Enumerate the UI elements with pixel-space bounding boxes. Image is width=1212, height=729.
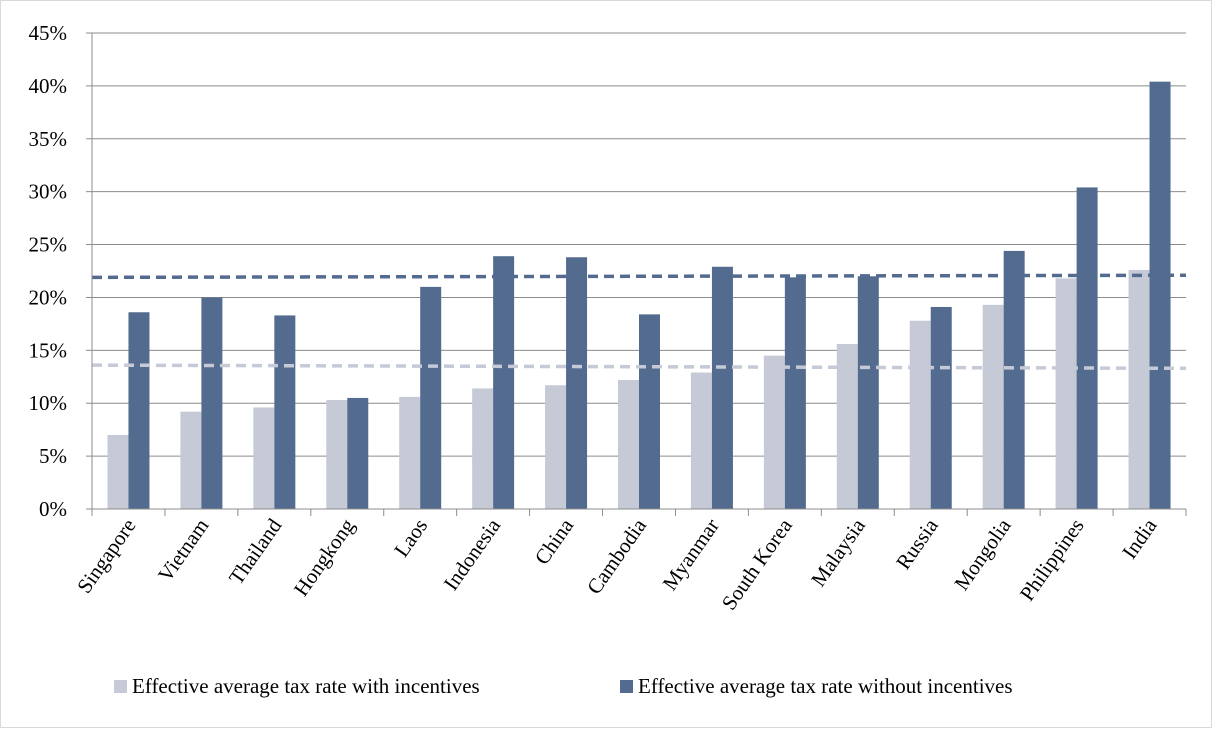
trendlines: [91, 273, 1187, 371]
y-axis-ticks: 0% 5% 10% 15% 20% 25% 30% 35% 40% 45%: [29, 21, 92, 521]
bar-without-incentives: [274, 315, 296, 509]
category-label: Singapore: [72, 514, 141, 598]
y-tick-label: 20%: [29, 285, 68, 309]
bar-without-incentives: [1149, 81, 1171, 509]
bar-without-incentives: [201, 297, 223, 509]
y-tick-label: 45%: [29, 21, 68, 45]
bar-with-incentives: [472, 388, 494, 509]
trendline-with-incentives: [91, 363, 1187, 371]
category-label: Russia: [891, 514, 943, 574]
y-tick-label: 15%: [29, 338, 68, 362]
bar-with-incentives: [1055, 278, 1077, 509]
bar-without-incentives: [639, 314, 660, 509]
category-label: Myanmar: [658, 514, 724, 595]
y-tick-label: 5%: [39, 444, 67, 468]
category-label: South Korea: [717, 514, 798, 615]
category-label: Mongolia: [949, 514, 1016, 595]
bar-with-incentives: [107, 434, 129, 509]
bar-with-incentives: [1128, 269, 1150, 509]
bar-without-incentives: [1076, 187, 1098, 510]
bar-with-incentives: [690, 372, 712, 509]
bar-without-incentives: [857, 276, 879, 509]
bar-without-incentives: [784, 277, 806, 509]
bar-with-incentives: [399, 396, 421, 509]
category-label: India: [1117, 514, 1162, 564]
legend-swatch: [114, 680, 127, 693]
category-label: China: [530, 514, 579, 569]
bar-with-incentives: [180, 411, 202, 509]
y-tick-label: 40%: [29, 74, 68, 98]
bar-with-incentives: [326, 400, 348, 509]
bar-without-incentives: [347, 397, 369, 509]
axes: [91, 33, 1187, 516]
legend-swatch: [620, 680, 633, 693]
legend-label: Effective average tax rate with incentiv…: [132, 674, 480, 698]
y-tick-label: 10%: [29, 391, 68, 415]
bars: [107, 81, 1171, 510]
bar-with-incentives: [253, 407, 275, 509]
bar-with-incentives: [763, 355, 785, 509]
category-label: Indonesia: [439, 514, 506, 595]
y-tick-label: 30%: [29, 180, 68, 204]
category-label: Laos: [389, 514, 432, 561]
bar-without-incentives: [1003, 250, 1025, 509]
y-tick-label: 0%: [39, 497, 67, 521]
trendline-without-incentives: [91, 273, 1187, 280]
category-label: Cambodia: [582, 514, 652, 599]
category-label: Philippines: [1015, 514, 1089, 605]
category-label: Vietnam: [153, 514, 213, 586]
x-axis-labels: Singapore Vietnam Thailand Hongkong Laos Indo…: [72, 514, 1162, 615]
y-tick-label: 35%: [29, 127, 68, 151]
bar-without-incentives: [128, 312, 150, 509]
bar-without-incentives: [493, 256, 515, 509]
bar-without-incentives: [930, 306, 952, 509]
bar-without-incentives: [420, 286, 442, 509]
category-label: Malaysia: [806, 514, 870, 591]
bar-without-incentives: [566, 257, 588, 509]
bar-with-incentives: [618, 379, 639, 509]
bar-with-incentives: [982, 304, 1004, 509]
legend: Effective average tax rate with incentiv…: [114, 674, 1013, 698]
bar-with-incentives: [836, 343, 858, 509]
bar-without-incentives: [711, 266, 733, 509]
bar-with-incentives: [909, 320, 931, 509]
legend-label: Effective average tax rate without incen…: [638, 674, 1013, 698]
bar-with-incentives: [545, 385, 567, 509]
category-label: Thailand: [224, 514, 287, 589]
y-tick-label: 25%: [29, 233, 68, 257]
category-label: Hongkong: [289, 514, 360, 601]
